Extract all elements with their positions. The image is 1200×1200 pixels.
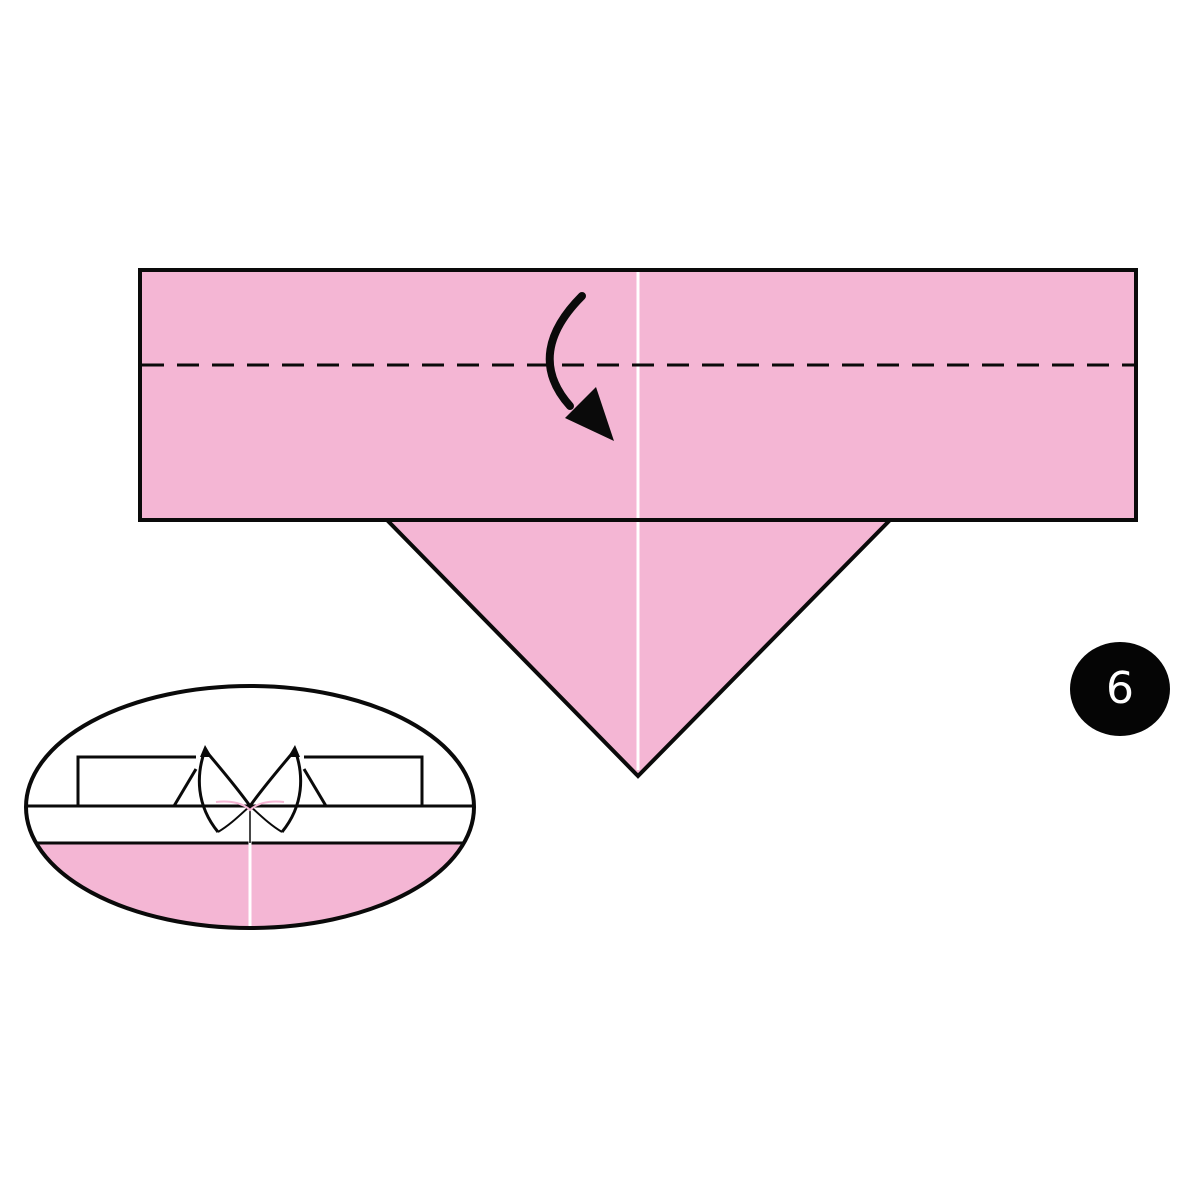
- detail-inset: [24, 684, 476, 930]
- step-number-label: 6: [1106, 663, 1134, 714]
- curved-arrow-down-icon: [545, 292, 614, 441]
- inset-center-crease: [215, 800, 285, 812]
- inset-right-flap: [248, 745, 424, 833]
- inset-left-flap: [76, 745, 252, 833]
- step-number-badge: 6: [1070, 642, 1170, 736]
